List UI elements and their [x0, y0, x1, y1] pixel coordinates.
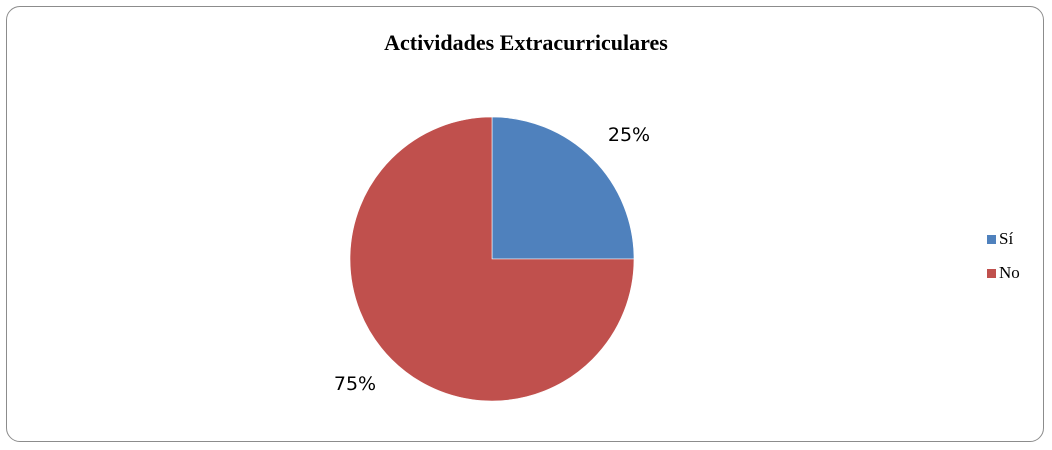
- pie-data-labels: 25% 75%: [334, 124, 650, 395]
- legend-item-no: No: [987, 262, 1020, 284]
- legend-label-no: No: [999, 263, 1020, 282]
- chart-title: Actividades Extracurriculares: [384, 30, 668, 55]
- data-label-si: 25%: [608, 124, 650, 146]
- pie-slice-no: [349, 116, 635, 402]
- legend-label-si: Sí: [999, 229, 1014, 248]
- legend: Sí No: [987, 228, 1020, 296]
- legend-swatch-si: [987, 234, 996, 244]
- pie-slice-si: [491, 116, 635, 260]
- legend-swatch-no: [987, 268, 996, 278]
- legend-item-si: Sí: [987, 228, 1020, 250]
- data-label-no: 75%: [334, 373, 376, 395]
- pie-slices: [349, 116, 635, 402]
